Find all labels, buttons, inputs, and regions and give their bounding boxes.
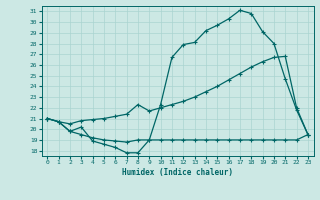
X-axis label: Humidex (Indice chaleur): Humidex (Indice chaleur) <box>122 168 233 177</box>
